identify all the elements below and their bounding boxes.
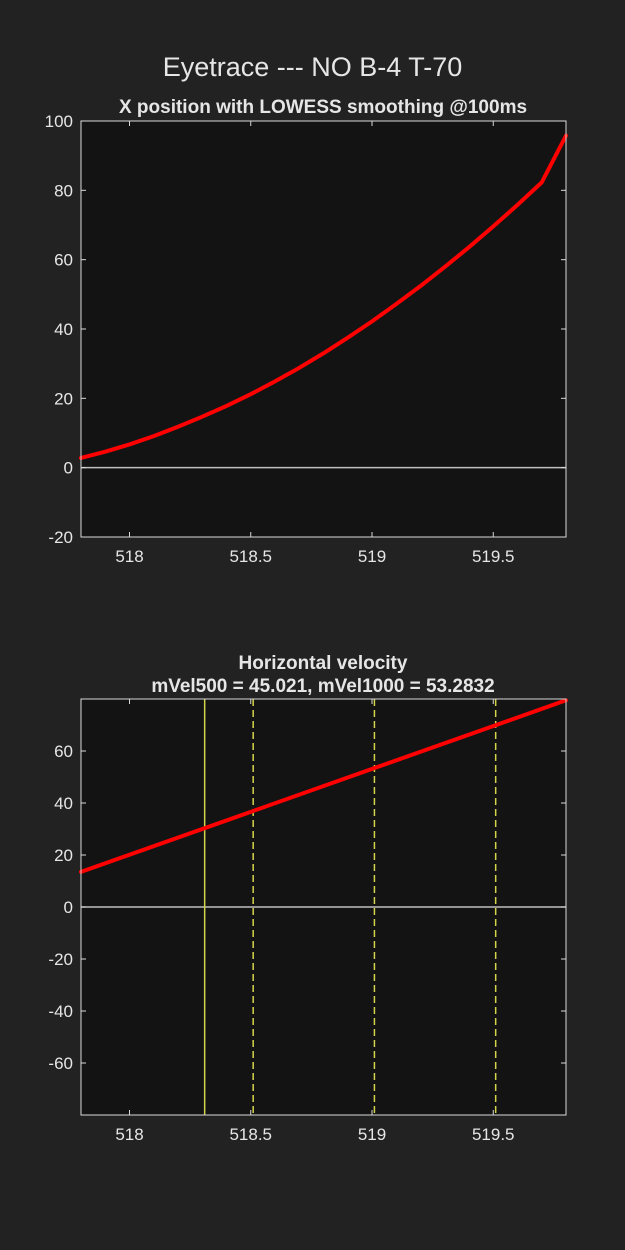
position-y-tick-label: -20 xyxy=(48,528,73,547)
velocity-y-tick-label: 40 xyxy=(54,794,73,813)
velocity-y-tick-label: 0 xyxy=(64,898,73,917)
velocity-x-tick-label: 519 xyxy=(358,1125,386,1144)
position-series-line-0 xyxy=(79,133,568,460)
position-x-tick-label: 519.5 xyxy=(472,547,515,566)
velocity-plot-subtitle: mVel500 = 45.021, mVel1000 = 53.2832 xyxy=(151,676,494,697)
velocity-series-line-0 xyxy=(79,698,568,874)
position-x-tick-label: 519 xyxy=(358,547,386,566)
velocity-y-tick-label: -40 xyxy=(48,1002,73,1021)
velocity-x-tick-label: 518.5 xyxy=(229,1125,272,1144)
position-y-tick-label: 20 xyxy=(54,389,73,408)
velocity-y-tick-label: 60 xyxy=(54,742,73,761)
position-y-tick-label: 0 xyxy=(64,459,73,478)
position-y-tick-label: 60 xyxy=(54,251,73,270)
velocity-plot: Horizontal velocity mVel500 = 45.021, mV… xyxy=(48,653,568,1144)
position-y-tick-label: 100 xyxy=(45,112,73,131)
position-y-tick-label: 80 xyxy=(54,181,73,200)
position-plot-title: X position with LOWESS smoothing @100ms xyxy=(119,97,527,118)
position-plot: X position with LOWESS smoothing @100ms … xyxy=(45,97,568,566)
velocity-y-tick-label: -60 xyxy=(48,1054,73,1073)
position-x-tick-label: 518.5 xyxy=(229,547,272,566)
velocity-plot-title: Horizontal velocity xyxy=(239,653,408,674)
velocity-x-tick-label: 519.5 xyxy=(472,1125,515,1144)
position-axes-background xyxy=(81,121,566,537)
velocity-x-tick-label: 518 xyxy=(115,1125,143,1144)
velocity-y-tick-label: -20 xyxy=(48,950,73,969)
figure-title: Eyetrace --- NO B-4 T-70 xyxy=(163,52,463,82)
position-x-tick-label: 518 xyxy=(115,547,143,566)
position-y-tick-label: 40 xyxy=(54,320,73,339)
velocity-y-tick-label: 20 xyxy=(54,846,73,865)
